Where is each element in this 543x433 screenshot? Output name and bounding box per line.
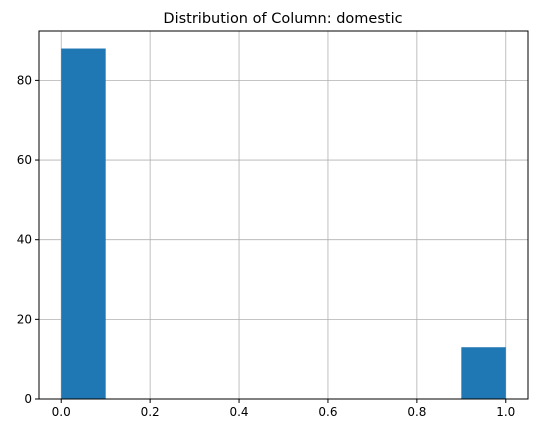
y-tick-label: 40	[17, 233, 32, 247]
x-tick-label: 0.6	[318, 405, 337, 419]
x-tick-label: 0.4	[229, 405, 248, 419]
x-tick-label: 1.0	[496, 405, 515, 419]
x-tick-label: 0.0	[52, 405, 71, 419]
chart-title: Distribution of Column: domestic	[163, 11, 402, 27]
x-tick-label: 0.2	[141, 405, 160, 419]
x-axis-ticks: 0.0 0.2 0.4 0.6 0.8 1.0	[52, 399, 515, 419]
y-tick-label: 60	[17, 153, 32, 167]
histogram-bars	[61, 48, 506, 400]
y-axis-ticks: 0 20 40 60 80	[17, 73, 39, 406]
histogram-bar	[61, 48, 106, 400]
y-tick-label: 20	[17, 312, 32, 326]
y-tick-label: 80	[17, 73, 32, 87]
histogram-bar	[461, 347, 506, 399]
x-tick-label: 0.8	[407, 405, 426, 419]
grid-lines	[39, 31, 528, 400]
plot-frame	[38, 30, 529, 400]
y-tick-label: 0	[24, 392, 32, 406]
